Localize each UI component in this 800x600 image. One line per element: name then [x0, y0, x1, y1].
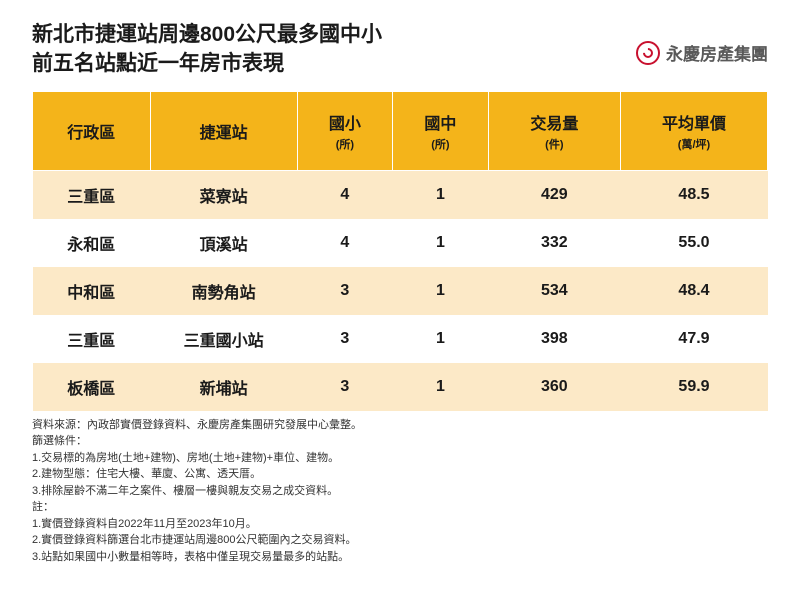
cell-jh: 1: [393, 363, 489, 411]
header: 新北市捷運站周邊800公尺最多國中小 前五名站點近一年房市表現 永慶房產集團: [32, 20, 768, 79]
table-row: 板橋區 新埔站 3 1 360 59.9: [33, 363, 768, 411]
footnote-note-3: 3.站點如果國中小數量相等時，表格中僅呈現交易量最多的站點。: [32, 549, 768, 566]
cell-es: 3: [297, 363, 393, 411]
cell-district: 板橋區: [33, 363, 151, 411]
data-table: 行政區 捷運站 國小(所) 國中(所) 交易量(件) 平均單價(萬/坪) 三重區…: [32, 91, 768, 411]
logo-text: 永慶房產集團: [666, 40, 768, 65]
cell-vol: 429: [488, 170, 620, 219]
title-line-2: 前五名站點近一年房市表現: [32, 49, 636, 78]
cell-price: 59.9: [620, 363, 767, 411]
cell-district: 中和區: [33, 267, 151, 315]
cell-es: 4: [297, 219, 393, 267]
table-row: 永和區 頂溪站 4 1 332 55.0: [33, 219, 768, 267]
footnote-note-2: 2.實價登錄資料篩選台北市捷運站周邊800公尺範圍內之交易資料。: [32, 532, 768, 549]
cell-jh: 1: [393, 219, 489, 267]
col-header-district: 行政區: [33, 91, 151, 170]
cell-price: 55.0: [620, 219, 767, 267]
title-block: 新北市捷運站周邊800公尺最多國中小 前五名站點近一年房市表現: [32, 20, 636, 79]
cell-station: 頂溪站: [150, 219, 297, 267]
cell-station: 三重國小站: [150, 315, 297, 363]
cell-jh: 1: [393, 170, 489, 219]
table-row: 三重區 菜寮站 4 1 429 48.5: [33, 170, 768, 219]
col-header-price: 平均單價(萬/坪): [620, 91, 767, 170]
footnote-source: 資料來源：內政部實價登錄資料、永慶房產集團研究發展中心彙整。: [32, 417, 768, 434]
table-row: 三重區 三重國小站 3 1 398 47.9: [33, 315, 768, 363]
logo-icon: [636, 41, 660, 65]
cell-vol: 534: [488, 267, 620, 315]
cell-price: 48.5: [620, 170, 767, 219]
cell-vol: 398: [488, 315, 620, 363]
cell-vol: 332: [488, 219, 620, 267]
footnotes: 資料來源：內政部實價登錄資料、永慶房產集團研究發展中心彙整。 篩選條件： 1.交…: [32, 417, 768, 566]
cell-district: 永和區: [33, 219, 151, 267]
col-header-junior-high: 國中(所): [393, 91, 489, 170]
cell-station: 新埔站: [150, 363, 297, 411]
cell-price: 47.9: [620, 315, 767, 363]
cell-vol: 360: [488, 363, 620, 411]
cell-jh: 1: [393, 267, 489, 315]
footnote-filter-1: 1.交易標的為房地(土地+建物)、房地(土地+建物)+車位、建物。: [32, 450, 768, 467]
footnote-note-1: 1.實價登錄資料自2022年11月至2023年10月。: [32, 516, 768, 533]
col-header-volume: 交易量(件): [488, 91, 620, 170]
col-header-elementary: 國小(所): [297, 91, 393, 170]
cell-jh: 1: [393, 315, 489, 363]
cell-station: 南勢角站: [150, 267, 297, 315]
cell-es: 4: [297, 170, 393, 219]
table-row: 中和區 南勢角站 3 1 534 48.4: [33, 267, 768, 315]
col-header-station: 捷運站: [150, 91, 297, 170]
cell-es: 3: [297, 267, 393, 315]
cell-price: 48.4: [620, 267, 767, 315]
table-header-row: 行政區 捷運站 國小(所) 國中(所) 交易量(件) 平均單價(萬/坪): [33, 91, 768, 170]
footnote-filter-3: 3.排除屋齡不滿二年之案件、樓層一樓與親友交易之成交資料。: [32, 483, 768, 500]
brand-logo: 永慶房產集團: [636, 40, 768, 65]
footnote-note-title: 註：: [32, 499, 768, 516]
cell-station: 菜寮站: [150, 170, 297, 219]
footnote-filter-title: 篩選條件：: [32, 433, 768, 450]
footnote-filter-2: 2.建物型態：住宅大樓、華廈、公寓、透天厝。: [32, 466, 768, 483]
cell-district: 三重區: [33, 170, 151, 219]
cell-es: 3: [297, 315, 393, 363]
title-line-1: 新北市捷運站周邊800公尺最多國中小: [32, 20, 636, 49]
cell-district: 三重區: [33, 315, 151, 363]
